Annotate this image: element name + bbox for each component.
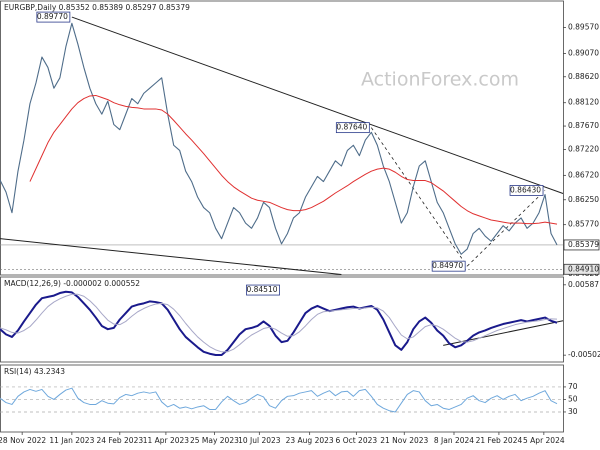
x-tick-label: 21 Feb 2024: [476, 436, 523, 445]
y-tick-label: 30: [568, 407, 578, 416]
panel-title: MACD(12,26,9) -0.000002 0.000552: [4, 279, 140, 288]
y-tick-label: 0.88120: [568, 98, 599, 107]
trendline: [71, 16, 564, 194]
x-tick-label: 11 Apr 2023: [143, 436, 190, 445]
watermark: ActionForex.com: [361, 69, 519, 91]
price-label: 0.84910: [568, 264, 599, 273]
annotation-box: [509, 185, 544, 196]
annotation-label: 0.84970: [432, 261, 463, 270]
x-tick-label: 24 Feb 2023: [96, 436, 143, 445]
annotation-box: [36, 11, 71, 23]
x-tick-label: 5 Apr 2024: [523, 436, 565, 445]
annotation-label: 0.87640: [336, 123, 367, 132]
price-label-box: [563, 239, 600, 251]
series-line: [29, 94, 558, 225]
trendline: [371, 127, 468, 267]
panel-frame: [0, 0, 564, 276]
series-line: [0, 293, 558, 353]
y-tick-label: 70: [568, 382, 578, 391]
annotation-box: [431, 260, 466, 272]
y-tick-label: 0.00587: [568, 280, 599, 289]
annotation-box: [246, 284, 280, 296]
x-tick-label: 10 Jul 2023: [238, 436, 281, 445]
y-tick-label: 0.86720: [568, 170, 599, 179]
series-line: [0, 290, 558, 357]
y-tick-label: -0.005021: [568, 350, 600, 359]
trendline: [0, 238, 342, 275]
y-tick-label: 0.89570: [568, 22, 599, 31]
x-tick-label: 21 Nov 2023: [380, 436, 428, 445]
panel-frame: [0, 364, 564, 433]
y-tick-label: 0.87220: [568, 144, 599, 153]
annotation-label: 0.89770: [37, 12, 68, 21]
x-tick-label: 28 Nov 2022: [0, 436, 46, 445]
panel-frame: [0, 276, 564, 363]
series-line: [0, 387, 558, 413]
y-tick-label: 0.88620: [568, 72, 599, 81]
x-tick-label: 23 Aug 2023: [286, 436, 334, 445]
annotation-label: 0.86430: [510, 185, 541, 194]
x-tick-label: 6 Oct 2023: [336, 436, 378, 445]
y-tick-label: 0.89070: [568, 48, 599, 57]
x-tick-label: 8 Jan 2024: [434, 436, 474, 445]
y-tick-label: 50: [568, 394, 578, 403]
price-label-box: [563, 263, 600, 275]
x-tick-label: 25 May 2023: [190, 436, 239, 445]
price-label: 0.85379: [568, 240, 599, 249]
series-line: [0, 22, 558, 255]
annotation-box: [335, 122, 370, 134]
panel-title: RSI(14) 43.2343: [4, 367, 65, 376]
panel-title: EURGBP,Daily 0.85352 0.85389 0.85297 0.8…: [4, 3, 190, 12]
y-tick-label: 0.87670: [568, 121, 599, 130]
y-tick-label: 0.86250: [568, 195, 599, 204]
annotation-label: 0.84510: [246, 285, 277, 294]
y-tick-label: 0.85770: [568, 220, 599, 229]
x-tick-label: 11 Jan 2023: [49, 436, 94, 445]
